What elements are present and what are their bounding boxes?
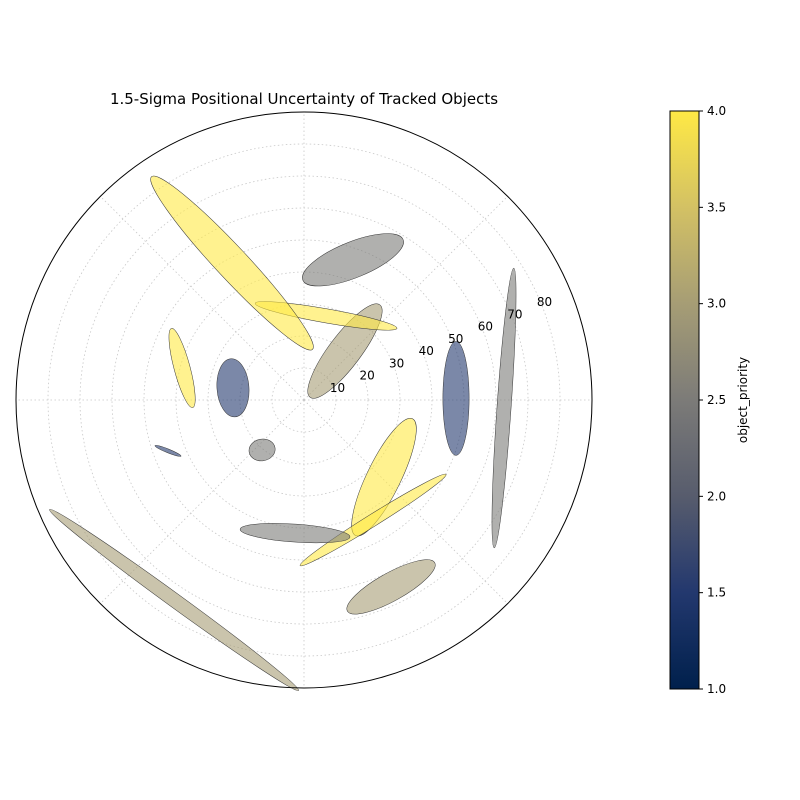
radial-tick-labels: 10 20 30 40 50 60 70 80 xyxy=(330,295,552,395)
uncertainty-ellipse-7 xyxy=(216,358,250,418)
colorbar-tick-label: 4.0 xyxy=(707,104,726,118)
r-tick-label-20: 20 xyxy=(359,369,374,383)
colorbar-label: object_priority xyxy=(736,357,750,443)
r-tick-label-50: 50 xyxy=(448,332,463,346)
colorbar-gradient xyxy=(669,110,700,690)
uncertainty-ellipses xyxy=(49,175,517,691)
colorbar-tick-label: 2.5 xyxy=(707,393,726,407)
grid-spoke-225 xyxy=(100,399,305,604)
r-tick-label-10: 10 xyxy=(330,381,345,395)
polar-grid xyxy=(16,112,592,688)
r-tick-label-80: 80 xyxy=(537,295,552,309)
colorbar-tick-label: 1.0 xyxy=(707,682,726,696)
uncertainty-ellipse-8 xyxy=(248,438,276,462)
r-tick-label-40: 40 xyxy=(419,344,434,358)
uncertainty-ellipse-11 xyxy=(299,473,447,567)
r-tick-label-70: 70 xyxy=(507,307,522,321)
uncertainty-ellipse-9 xyxy=(154,445,182,457)
colorbar-tick-label: 1.5 xyxy=(707,586,726,600)
colorbar: 1.0 1.5 2.0 2.5 3.0 3.5 4.0 object_priority xyxy=(669,104,750,696)
r-tick-label-60: 60 xyxy=(478,320,493,334)
uncertainty-ellipse-0 xyxy=(442,341,470,456)
polar-frame xyxy=(15,111,593,689)
uncertainty-ellipse-5 xyxy=(150,175,314,351)
uncertainty-ellipse-14 xyxy=(49,509,299,691)
colorbar-tick-label: 3.0 xyxy=(707,297,726,311)
uncertainty-ellipse-13 xyxy=(346,559,436,615)
chart-title: 1.5-Sigma Positional Uncertainty of Trac… xyxy=(110,90,498,108)
uncertainty-ellipse-1 xyxy=(491,267,517,549)
uncertainty-ellipse-6 xyxy=(168,328,196,408)
r-tick-label-30: 30 xyxy=(389,356,404,370)
uncertainty-ellipse-12 xyxy=(239,523,351,544)
colorbar-tick-label: 3.5 xyxy=(707,200,726,214)
uncertainty-ellipse-2 xyxy=(302,233,404,287)
colorbar-tick-label: 2.0 xyxy=(707,489,726,503)
grid-spoke-135 xyxy=(100,196,305,401)
uncertainty-ellipse-10 xyxy=(351,418,417,537)
colorbar-ticks: 1.0 1.5 2.0 2.5 3.0 3.5 4.0 xyxy=(699,104,726,696)
